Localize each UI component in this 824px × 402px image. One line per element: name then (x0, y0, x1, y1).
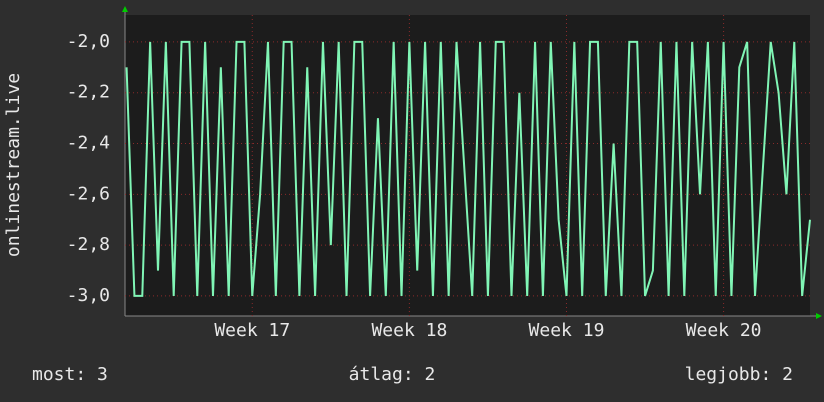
x-tick-label: Week 17 (214, 320, 290, 341)
axis-arrow (816, 313, 822, 319)
y-tick-label: -2,0 (67, 31, 110, 52)
y-tick-label: -2,2 (67, 82, 110, 103)
y-tick-label: -2,4 (67, 133, 110, 154)
footer-text: átlag: 2 (349, 364, 436, 385)
x-tick-label: Week 19 (529, 320, 605, 341)
data-line (125, 40, 811, 297)
x-tick-label: Week 18 (371, 320, 447, 341)
y-tick-label: -2,6 (67, 183, 110, 204)
axis-arrow (122, 6, 128, 12)
footer-text: legjobb: 2 (685, 364, 793, 385)
y-axis-label: onlinestream.live (3, 73, 24, 257)
y-tick-label: -3,0 (67, 285, 110, 306)
footer-text: most: 3 (32, 364, 108, 385)
x-tick-label: Week 20 (686, 320, 762, 341)
y-tick-label: -2,8 (67, 234, 110, 255)
plot-area (125, 15, 810, 316)
